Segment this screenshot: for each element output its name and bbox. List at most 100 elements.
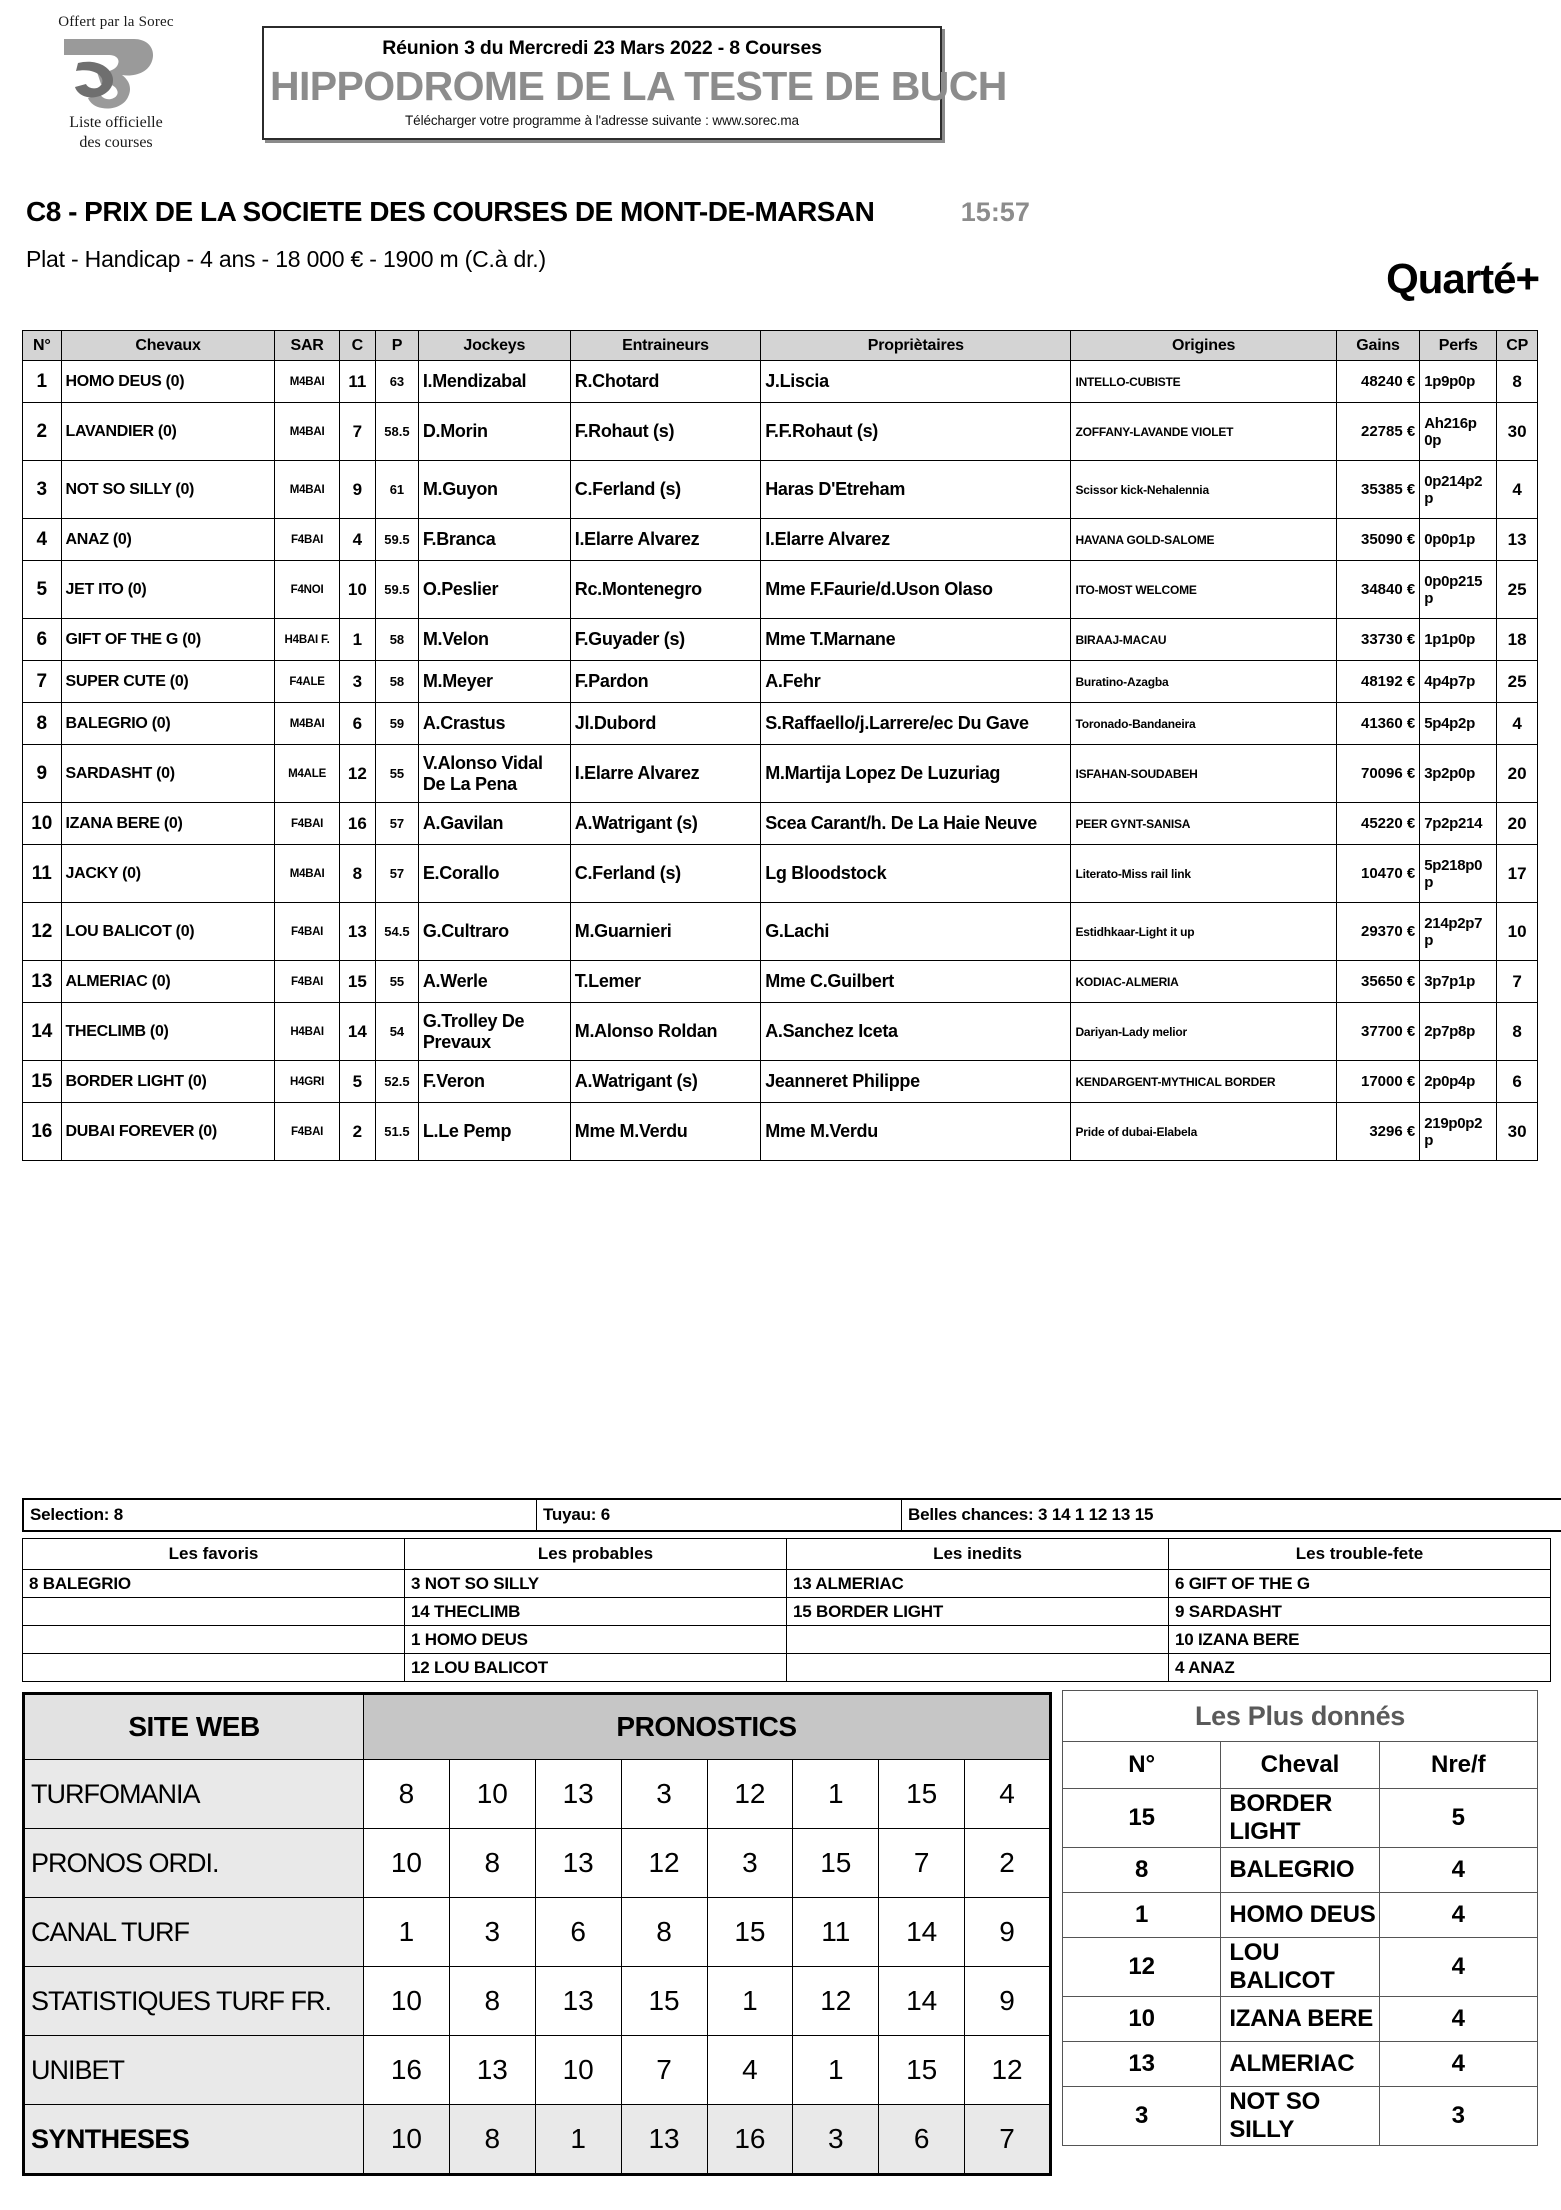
plus-donnes-cheval: IZANA BERE [1220, 1996, 1380, 2042]
runner-cp: 25 [1496, 560, 1538, 619]
runner-perfs: 214p2p7 p [1419, 902, 1498, 961]
table-row[interactable]: 16 DUBAI FOREVER (0) F4BAI 2 51.5 L.Le Pemp Mm… [22, 1102, 1538, 1161]
pronostics-pick: 9 [964, 1897, 1051, 1967]
runner-cp: 4 [1496, 460, 1538, 519]
pronostics-site-name[interactable]: PRONOS ORDI. [23, 1828, 364, 1898]
race-title: C8 - PRIX DE LA SOCIETE DES COURSES DE M… [26, 196, 875, 227]
pronostics-pick: 8 [448, 2104, 536, 2175]
list-item: 10 IZANA BERE 4 [1061, 1996, 1539, 2042]
table-row[interactable]: 14 THECLIMB (0) H4BAI 14 54 G.Trolley De Prev… [22, 1002, 1538, 1061]
runner-owner: Mme T.Marnane [760, 618, 1072, 661]
runner-perfs: 2p0p4p [1419, 1060, 1498, 1103]
runner-sar: M4BAI [274, 460, 340, 519]
tips-cell: 15 BORDER LIGHT [786, 1597, 1169, 1626]
runner-gains: 3296 € [1335, 1102, 1421, 1161]
runner-number: 1 [22, 360, 62, 403]
runner-sar: F4BAI [274, 960, 340, 1003]
runner-p: 57 [375, 844, 419, 903]
col-trainer: Entraineurs [569, 330, 762, 361]
runner-number: 4 [22, 518, 62, 561]
runner-sar: F4BAI [274, 518, 340, 561]
pronostics-site-name[interactable]: STATISTIQUES TURF FR. [23, 1966, 364, 2036]
table-row[interactable]: 2 LAVANDIER (0) M4BAI 7 58.5 D.Morin F.Rohaut … [22, 402, 1538, 461]
runner-horse: JET ITO (0) [60, 560, 276, 619]
runner-owner: A.Fehr [760, 660, 1072, 703]
table-row[interactable]: 9 SARDASHT (0) M4ALE 12 55 V.Alonso Vidal De … [22, 744, 1538, 803]
runner-gains: 45220 € [1335, 802, 1421, 845]
runner-gains: 29370 € [1335, 902, 1421, 961]
plus-title-row: Les Plus donnés [1062, 1690, 1538, 1742]
runners-table: N° Chevaux SAR C P Jockeys Entraineurs P… [22, 330, 1538, 1161]
runner-gains: 35385 € [1335, 460, 1421, 519]
runner-gains: 35090 € [1335, 518, 1421, 561]
runner-horse: BALEGRIO (0) [60, 702, 276, 745]
table-row[interactable]: 1 HOMO DEUS (0) M4BAI 11 63 I.Mendizabal R.Cho… [22, 360, 1538, 403]
table-row[interactable]: 5 JET ITO (0) F4NOI 10 59.5 O.Peslier Rc.Monte… [22, 560, 1538, 619]
runner-number: 13 [22, 960, 62, 1003]
pronostics-site-name[interactable]: SYNTHESES [23, 2104, 364, 2175]
pronostics-pick: 1 [792, 2035, 880, 2105]
runner-owner: Jeanneret Philippe [760, 1060, 1072, 1103]
pronostics-site-name[interactable]: UNIBET [23, 2035, 364, 2105]
table-row[interactable]: 8 BALEGRIO (0) M4BAI 6 59 A.Crastus Jl.Dubord S… [22, 702, 1538, 745]
runners-header-row: N° Chevaux SAR C P Jockeys Entraineurs P… [22, 330, 1538, 361]
runner-owner: I.Elarre Alvarez [760, 518, 1072, 561]
runner-owner: Mme M.Verdu [760, 1102, 1072, 1161]
runner-number: 7 [22, 660, 62, 703]
pronostics-row: STATISTIQUES TURF FR. 10 8 13 15 1 12 14 9 [23, 1966, 1051, 2036]
runner-origin: HAVANA GOLD-SALOME [1070, 518, 1337, 561]
col-gains: Gains [1335, 330, 1421, 361]
runner-origin: ISFAHAN-SOUDABEH [1070, 744, 1337, 803]
runner-c: 8 [338, 844, 377, 903]
runner-cp: 30 [1496, 402, 1538, 461]
runner-trainer: A.Watrigant (s) [569, 1060, 762, 1103]
runner-c: 2 [338, 1102, 377, 1161]
table-row[interactable]: 15 BORDER LIGHT (0) H4GRI 5 52.5 F.Veron A.Wat… [22, 1060, 1538, 1103]
runner-trainer: M.Guarnieri [569, 902, 762, 961]
table-row[interactable]: 7 SUPER CUTE (0) F4ALE 3 58 M.Meyer F.Pardon A.… [22, 660, 1538, 703]
runner-horse: THECLIMB (0) [60, 1002, 276, 1061]
runner-cp: 30 [1496, 1102, 1538, 1161]
pronostics-site-name[interactable]: TURFOMANIA [23, 1759, 364, 1829]
pronostics-pick: 10 [363, 1966, 450, 2036]
pronostics-picks-header: PRONOSTICS [363, 1693, 1051, 1760]
table-row[interactable]: 6 GIFT OF THE G (0) H4BAI F. 1 58 M.Velon F.Gu… [22, 618, 1538, 661]
runner-p: 57 [375, 802, 419, 845]
tips-cell: 12 LOU BALICOT [404, 1653, 787, 1682]
runner-owner: G.Lachi [760, 902, 1072, 961]
tips-col-trouble-fete: Les trouble-fete [1168, 1538, 1551, 1570]
list-item: 8 BALEGRIO 4 [1061, 1847, 1539, 1893]
runner-origin: Toronado-Bandaneira [1070, 702, 1337, 745]
pronostics-pick: 10 [363, 1828, 450, 1898]
runner-number: 11 [22, 844, 62, 903]
runner-number: 9 [22, 744, 62, 803]
runner-trainer: I.Elarre Alvarez [569, 744, 762, 803]
plus-donnes-title: Les Plus donnés [1062, 1690, 1538, 1742]
table-row[interactable]: 3 NOT SO SILLY (0) M4BAI 9 61 M.Guyon C.Ferlan… [22, 460, 1538, 519]
table-row[interactable]: 4 ANAZ (0) F4BAI 4 59.5 F.Branca I.Elarre Alva… [22, 518, 1538, 561]
table-row[interactable]: 11 JACKY (0) M4BAI 8 57 E.Corallo C.Ferland (s… [22, 844, 1538, 903]
table-row[interactable]: 13 ALMERIAC (0) F4BAI 15 55 A.Werle T.Lemer Mme… [22, 960, 1538, 1003]
runner-owner: M.Martija Lopez De Luzuriag [760, 744, 1072, 803]
plus-donnes-cheval: LOU BALICOT [1220, 1937, 1380, 1997]
pronostics-pick: 7 [964, 2104, 1051, 2175]
runner-sar: M4ALE [274, 744, 340, 803]
plus-header-row: N° Cheval Nre/f [1061, 1741, 1539, 1789]
pronostics-pick: 3 [620, 1759, 708, 1829]
pronostics-row: SYNTHESES 10 8 1 13 16 3 6 7 [23, 2104, 1051, 2175]
table-row[interactable]: 12 LOU BALICOT (0) F4BAI 13 54.5 G.Cultraro M.… [22, 902, 1538, 961]
table-row[interactable]: 10 IZANA BERE (0) F4BAI 16 57 A.Gavilan A.Watr… [22, 802, 1538, 845]
runner-cp: 7 [1496, 960, 1538, 1003]
pronostics-pick: 8 [448, 1966, 536, 2036]
runner-origin: Scissor kick-Nehalennia [1070, 460, 1337, 519]
pronostics-site-name[interactable]: CANAL TURF [23, 1897, 364, 1967]
runner-p: 58.5 [375, 402, 419, 461]
runner-number: 5 [22, 560, 62, 619]
runner-origin: Pride of dubai-Elabela [1070, 1102, 1337, 1161]
runner-horse: DUBAI FOREVER (0) [60, 1102, 276, 1161]
plus-donnes-cheval: HOMO DEUS [1220, 1892, 1380, 1938]
runner-sar: F4ALE [274, 660, 340, 703]
bet-type-badge: Quarté+ [1386, 255, 1540, 302]
runner-perfs: 5p218p0 p [1419, 844, 1498, 903]
runner-number: 12 [22, 902, 62, 961]
